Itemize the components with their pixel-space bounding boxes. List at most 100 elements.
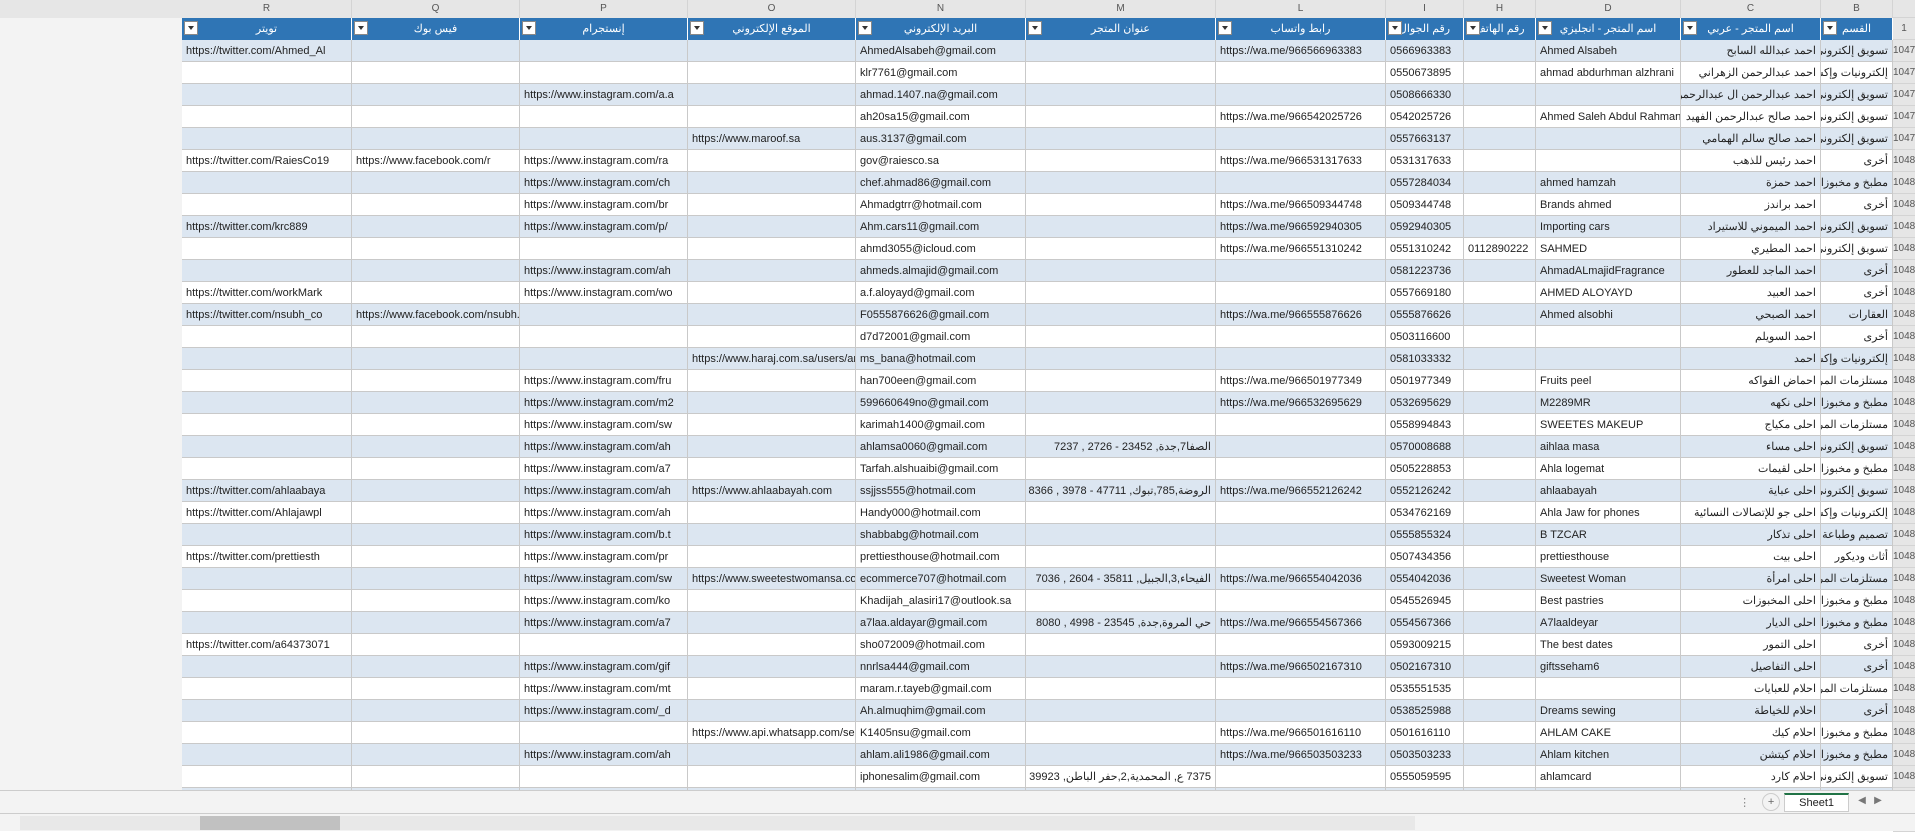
cell-mobile[interactable]: 0581223736 <box>1386 260 1464 282</box>
cell-instagram[interactable]: https://www.instagram.com/br <box>520 194 688 216</box>
cell-email[interactable]: ecommerce707@hotmail.com <box>856 568 1026 590</box>
cell-facebook[interactable] <box>352 612 520 634</box>
cell-website[interactable]: https://www.api.whatsapp.com/send <box>688 722 856 744</box>
cell-email[interactable]: chef.ahmad86@gmail.com <box>856 172 1026 194</box>
add-sheet-button[interactable]: + <box>1762 793 1780 811</box>
cell-address[interactable] <box>1026 40 1216 62</box>
cell-twitter[interactable] <box>182 172 352 194</box>
cell-instagram[interactable]: https://www.instagram.com/mt <box>520 678 688 700</box>
cell-website[interactable] <box>688 612 856 634</box>
cell-address[interactable]: 7375 ع, المحمدية,2,حفر الباطن, 39923 - 2… <box>1026 766 1216 788</box>
cell-email[interactable]: a.f.aloyayd@gmail.com <box>856 282 1026 304</box>
cell-name_ar[interactable]: احلى التمور <box>1681 634 1821 656</box>
cell-whatsapp[interactable]: https://wa.me/966552126242 <box>1216 480 1386 502</box>
cell-facebook[interactable] <box>352 238 520 260</box>
cell-name_ar[interactable]: احمد العبيد <box>1681 282 1821 304</box>
cell-twitter[interactable] <box>182 766 352 788</box>
cell-name_ar[interactable]: احماض الفواكه <box>1681 370 1821 392</box>
cell-mobile[interactable]: 0566963383 <box>1386 40 1464 62</box>
cell-website[interactable] <box>688 216 856 238</box>
cell-instagram[interactable] <box>520 40 688 62</box>
cell-name_ar[interactable]: احلى مساء <box>1681 436 1821 458</box>
cell-mobile[interactable]: 0535551535 <box>1386 678 1464 700</box>
cell-whatsapp[interactable] <box>1216 348 1386 370</box>
header-mobile[interactable]: رقم الجوال <box>1386 18 1464 40</box>
cell-email[interactable]: Ahmadgtrr@hotmail.com <box>856 194 1026 216</box>
cell-instagram[interactable]: https://www.instagram.com/m2 <box>520 392 688 414</box>
cell-phone[interactable] <box>1464 480 1536 502</box>
row-number[interactable]: 104828 <box>1893 766 1915 788</box>
cell-instagram[interactable]: https://www.instagram.com/ko <box>520 590 688 612</box>
cell-mobile[interactable]: 0531317633 <box>1386 150 1464 172</box>
column-letter-H[interactable]: H <box>1464 0 1536 18</box>
cell-address[interactable] <box>1026 326 1216 348</box>
row-number[interactable]: 104826 <box>1893 722 1915 744</box>
cell-name_en[interactable]: AHLAM CAKE <box>1536 722 1681 744</box>
cell-whatsapp[interactable] <box>1216 84 1386 106</box>
row-number[interactable]: 104815 <box>1893 480 1915 502</box>
cell-website[interactable] <box>688 414 856 436</box>
row-number[interactable]: 104822 <box>1893 634 1915 656</box>
cell-twitter[interactable] <box>182 612 352 634</box>
cell-twitter[interactable] <box>182 62 352 84</box>
cell-name_ar[interactable]: احلام كيتشن <box>1681 744 1821 766</box>
cell-twitter[interactable] <box>182 700 352 722</box>
cell-website[interactable] <box>688 172 856 194</box>
cell-name_en[interactable]: AHMED ALOYAYD <box>1536 282 1681 304</box>
cell-facebook[interactable] <box>352 568 520 590</box>
cell-instagram[interactable] <box>520 634 688 656</box>
cell-instagram[interactable]: https://www.instagram.com/fru <box>520 370 688 392</box>
cell-mobile[interactable]: 0501977349 <box>1386 370 1464 392</box>
cell-whatsapp[interactable]: https://wa.me/966509344748 <box>1216 194 1386 216</box>
cell-name_en[interactable]: Fruits peel <box>1536 370 1681 392</box>
cell-mobile[interactable]: 0555059595 <box>1386 766 1464 788</box>
row-number[interactable]: 104802 <box>1893 194 1915 216</box>
row-number[interactable]: 104823 <box>1893 656 1915 678</box>
cell-name_ar[interactable]: احمد <box>1681 348 1821 370</box>
cell-name_en[interactable]: SWEETES MAKEUP <box>1536 414 1681 436</box>
cell-mobile[interactable]: 0534762169 <box>1386 502 1464 524</box>
cell-mobile[interactable]: 0508666330 <box>1386 84 1464 106</box>
cell-twitter[interactable] <box>182 106 352 128</box>
cell-address[interactable] <box>1026 194 1216 216</box>
cell-address[interactable] <box>1026 744 1216 766</box>
cell-phone[interactable] <box>1464 392 1536 414</box>
cell-address[interactable] <box>1026 656 1216 678</box>
cell-website[interactable] <box>688 656 856 678</box>
column-letter-M[interactable]: M <box>1026 0 1216 18</box>
column-letter-L[interactable]: L <box>1216 0 1386 18</box>
header-name_en[interactable]: اسم المتجر - انجليزي <box>1536 18 1681 40</box>
row-number[interactable]: 104805 <box>1893 260 1915 282</box>
cell-name_en[interactable]: Ahmed Saleh Abdul Rahman <box>1536 106 1681 128</box>
header-name_ar[interactable]: اسم المتجر - عربي <box>1681 18 1821 40</box>
cell-phone[interactable] <box>1464 414 1536 436</box>
cell-instagram[interactable]: https://www.instagram.com/sw <box>520 568 688 590</box>
cell-whatsapp[interactable] <box>1216 766 1386 788</box>
cell-twitter[interactable] <box>182 436 352 458</box>
row-number[interactable]: 104795 <box>1893 40 1915 62</box>
cell-instagram[interactable] <box>520 326 688 348</box>
cell-name_ar[interactable]: احلام كارد <box>1681 766 1821 788</box>
cell-mobile[interactable]: 0503116600 <box>1386 326 1464 348</box>
cell-mobile[interactable]: 0501616110 <box>1386 722 1464 744</box>
header-whatsapp[interactable]: رابط واتساب <box>1216 18 1386 40</box>
cell-website[interactable] <box>688 590 856 612</box>
cell-section[interactable]: أخرى <box>1821 700 1893 722</box>
cell-whatsapp[interactable]: https://wa.me/966555876626 <box>1216 304 1386 326</box>
cell-website[interactable] <box>688 458 856 480</box>
header-phone[interactable]: رقم الهاتف <box>1464 18 1536 40</box>
cell-website[interactable] <box>688 370 856 392</box>
cell-email[interactable]: AhmedAlsabeh@gmail.com <box>856 40 1026 62</box>
cell-facebook[interactable] <box>352 84 520 106</box>
cell-address[interactable] <box>1026 106 1216 128</box>
cell-mobile[interactable]: 0502167310 <box>1386 656 1464 678</box>
cell-name_en[interactable]: ahmad abdurhman alzhrani <box>1536 62 1681 84</box>
cell-email[interactable]: nnrlsa444@gmail.com <box>856 656 1026 678</box>
cell-whatsapp[interactable] <box>1216 634 1386 656</box>
cell-whatsapp[interactable] <box>1216 678 1386 700</box>
cell-address[interactable] <box>1026 634 1216 656</box>
cell-section[interactable]: تسويق إلكتروني <box>1821 128 1893 150</box>
cell-mobile[interactable]: 0538525988 <box>1386 700 1464 722</box>
cell-section[interactable]: تسويق إلكتروني <box>1821 238 1893 260</box>
cell-twitter[interactable] <box>182 238 352 260</box>
